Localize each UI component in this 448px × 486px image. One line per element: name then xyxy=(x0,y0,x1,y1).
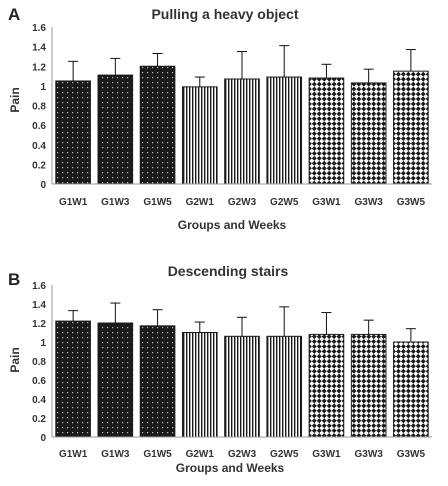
x-axis-label: Groups and Weeks xyxy=(176,461,285,475)
bar-g3w5 xyxy=(393,70,429,185)
x-tick-label: G3W3 xyxy=(354,449,383,460)
chart-title: Pulling a heavy object xyxy=(151,6,298,22)
x-tick-label: G2W5 xyxy=(270,197,299,208)
y-tick-label: 1 xyxy=(40,338,46,349)
y-tick-label: 0 xyxy=(40,180,46,191)
error-bar xyxy=(110,57,121,76)
bars xyxy=(55,65,429,185)
y-tick-label: 0.6 xyxy=(32,376,46,387)
error-bar xyxy=(321,312,332,335)
bar-g2w3 xyxy=(224,335,260,438)
error-bar xyxy=(68,60,79,81)
y-tick-label: 1 xyxy=(40,82,46,93)
bars xyxy=(55,320,429,438)
x-tick-label: G3W1 xyxy=(312,449,341,460)
bar-g1w1 xyxy=(55,320,91,438)
y-tick-label: 1.6 xyxy=(32,281,46,292)
axes xyxy=(51,27,432,185)
bar-g2w5 xyxy=(266,335,303,438)
x-tick-label: G3W3 xyxy=(354,197,383,208)
x-tick-label: G3W5 xyxy=(397,197,426,208)
x-tick-label: G2W1 xyxy=(186,197,215,208)
chart-title: Descending stairs xyxy=(168,263,289,279)
error-bar xyxy=(363,68,374,83)
error-bar xyxy=(363,319,374,335)
bar-g1w5 xyxy=(139,65,176,185)
bar-g1w3 xyxy=(97,74,134,185)
bar-g1w1 xyxy=(55,80,91,185)
chart-panel-b: B Descending stairs Pain Groups and Week… xyxy=(8,263,432,475)
y-tick-label: 0.6 xyxy=(32,121,46,132)
x-tick-label: G2W1 xyxy=(186,449,215,460)
x-axis-label: Groups and Weeks xyxy=(178,218,287,232)
chart-panel-a: A Pulling a heavy object Pain Groups and… xyxy=(8,5,432,232)
y-tick-label: 1.2 xyxy=(32,62,46,73)
y-tick-labels: 0 0.2 0.4 0.6 0.8 1 1.2 1.4 1.6 xyxy=(32,281,46,444)
error-bar xyxy=(194,76,205,87)
bar-g2w5 xyxy=(266,76,303,185)
bar-g2w1 xyxy=(181,86,218,185)
x-tick-label: G3W1 xyxy=(312,197,341,208)
error-bars xyxy=(68,45,416,87)
axes xyxy=(51,285,432,438)
y-tick-label: 0.2 xyxy=(32,414,46,425)
panel-label: A xyxy=(8,5,20,24)
error-bar xyxy=(237,316,247,337)
x-tick-labels: G1W1 G1W3 G1W5 G2W1 G2W3 G2W5 G3W1 G3W3 G3W5 xyxy=(59,197,426,208)
bar-g1w3 xyxy=(97,322,134,438)
bar-g3w3 xyxy=(350,82,387,185)
x-tick-label: G2W5 xyxy=(270,449,299,460)
y-tick-label: 0.2 xyxy=(32,160,46,171)
x-tick-label: G1W3 xyxy=(101,449,130,460)
error-bar xyxy=(279,45,290,78)
x-tick-label: G2W3 xyxy=(228,449,257,460)
y-tick-label: 0.4 xyxy=(32,141,46,152)
bar-g2w1 xyxy=(181,332,218,438)
y-axis-label: Pain xyxy=(8,347,22,372)
bar-g3w5 xyxy=(393,341,429,438)
x-tick-labels: G1W1 G1W3 G1W5 G2W1 G2W3 G2W5 G3W1 G3W3 G3W5 xyxy=(59,449,426,460)
x-tick-label: G1W5 xyxy=(143,449,172,460)
y-tick-labels: 0 0.2 0.4 0.6 0.8 1 1.2 1.4 1.6 xyxy=(32,23,46,191)
panel-label: B xyxy=(8,270,20,289)
error-bars xyxy=(68,302,416,342)
error-bar xyxy=(152,52,163,67)
error-bar xyxy=(110,302,121,323)
y-axis-label: Pain xyxy=(8,87,22,112)
x-tick-label: G1W5 xyxy=(143,197,172,208)
x-tick-label: G3W5 xyxy=(397,449,426,460)
bar-g1w5 xyxy=(139,325,176,438)
bar-g2w3 xyxy=(224,78,260,185)
y-tick-label: 1.6 xyxy=(32,23,46,34)
bar-g3w3 xyxy=(350,333,387,438)
y-tick-label: 1.4 xyxy=(32,300,46,311)
error-bar xyxy=(194,321,205,333)
error-bar xyxy=(237,51,247,80)
y-tick-label: 0.8 xyxy=(32,357,46,368)
bar-g3w1 xyxy=(308,333,345,438)
x-tick-label: G1W3 xyxy=(101,197,130,208)
y-tick-label: 0 xyxy=(40,433,46,444)
error-bar xyxy=(405,49,416,72)
y-tick-label: 0.8 xyxy=(32,102,46,113)
error-bar xyxy=(279,306,290,337)
bar-g3w1 xyxy=(308,77,345,185)
x-tick-label: G1W1 xyxy=(59,197,88,208)
y-tick-label: 0.4 xyxy=(32,395,46,406)
y-tick-label: 1.2 xyxy=(32,319,46,330)
error-bar xyxy=(321,63,332,79)
error-bar xyxy=(405,328,416,342)
x-tick-label: G2W3 xyxy=(228,197,257,208)
x-tick-label: G1W1 xyxy=(59,449,88,460)
error-bar xyxy=(68,310,79,322)
error-bar xyxy=(152,309,163,326)
y-tick-label: 1.4 xyxy=(32,43,46,54)
